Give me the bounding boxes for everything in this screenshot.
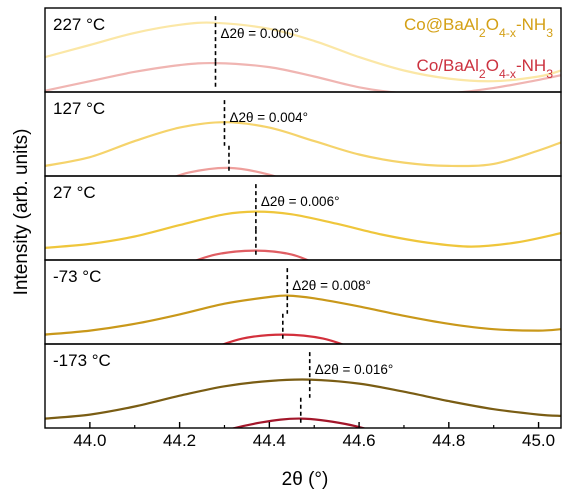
legend-entry-co-at: Co@BaAl2O4-x-NH3	[404, 15, 553, 40]
panel-frame	[44, 91, 562, 177]
x-tick-label: 44.0	[73, 431, 106, 450]
panel-3: Δ2θ = 0.006° 27 °C	[44, 175, 562, 261]
panel-frame	[44, 343, 562, 429]
panel-curves	[45, 378, 561, 428]
series-line-co-at	[45, 378, 561, 420]
legend: Co@BaAl2O4-x-NH3 Co/BaAl2O4-x-NH3	[404, 15, 553, 81]
temperature-label: -73 °C	[53, 267, 101, 286]
series-line-co-at	[45, 294, 561, 336]
temperature-label: 127 °C	[53, 99, 105, 118]
y-axis-label: Intensity (arb. units)	[11, 129, 32, 296]
series-line-co-at	[45, 210, 561, 249]
legend-entry-co-slash: Co/BaAl2O4-x-NH3	[417, 56, 554, 81]
panel-curves	[45, 21, 561, 92]
panel-curves	[45, 294, 561, 344]
x-axis-label: 2θ (°)	[282, 469, 329, 490]
panel-1: Δ2θ = 0.000° 227 °C	[44, 7, 562, 93]
panel-curves	[45, 210, 561, 260]
panel-2: Δ2θ = 0.004° 127 °C	[44, 91, 562, 177]
panel-frame	[44, 175, 562, 261]
series-line-co-slash	[220, 333, 345, 344]
panel-frame	[44, 259, 562, 345]
series-line-co-at	[45, 121, 561, 168]
temperature-label: 27 °C	[53, 183, 96, 202]
shift-label: Δ2θ = 0.008°	[292, 278, 371, 293]
x-axis: 44.0 44.2 44.4 44.6 44.8 45.0	[73, 422, 555, 450]
temperature-label: 227 °C	[53, 15, 105, 34]
x-tick-label: 44.8	[432, 431, 465, 450]
panel-5: Δ2θ = 0.016° -173 °C	[44, 343, 562, 429]
shift-label: Δ2θ = 0.006°	[261, 194, 340, 209]
shift-label: Δ2θ = 0.004°	[229, 110, 308, 125]
panel-curves	[45, 121, 561, 176]
x-tick-label: 44.4	[253, 431, 286, 450]
x-tick-label: 44.2	[163, 431, 196, 450]
shift-label: Δ2θ = 0.016°	[315, 362, 394, 377]
series-line-co-slash	[45, 61, 561, 92]
x-tick-label: 44.6	[343, 431, 376, 450]
series-line-co-at	[45, 21, 561, 83]
shift-label: Δ2θ = 0.000°	[221, 26, 300, 41]
temperature-label: -173 °C	[53, 351, 111, 370]
panel-4: Δ2θ = 0.008° -73 °C	[44, 259, 562, 345]
series-line-co-slash	[194, 249, 311, 260]
x-tick-label: 45.0	[522, 431, 555, 450]
series-line-co-slash	[230, 417, 368, 428]
